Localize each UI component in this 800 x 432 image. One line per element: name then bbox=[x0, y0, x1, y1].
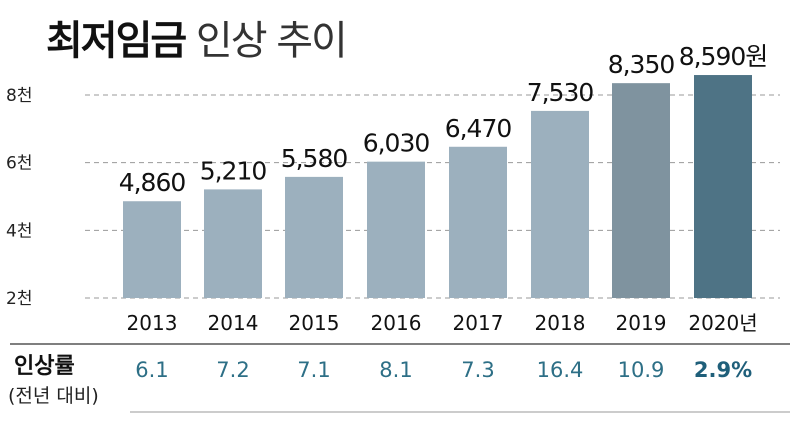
x-tick-label: 2020년 bbox=[688, 311, 757, 335]
bar bbox=[123, 201, 181, 298]
bar-value-label: 5,210 bbox=[200, 156, 267, 185]
x-tick-label: 2013 bbox=[127, 311, 178, 335]
rate-value-label: 2.9% bbox=[694, 358, 752, 382]
rate-value-label: 7.3 bbox=[461, 358, 494, 382]
bar-value-label: 4,860 bbox=[119, 168, 186, 197]
rate-row-subtitle: (전년 대비) bbox=[8, 385, 99, 407]
bar-value-label: 8,590원 bbox=[679, 42, 768, 71]
rate-value-label: 6.1 bbox=[135, 358, 168, 382]
bar bbox=[449, 146, 507, 298]
bar-value-label: 7,530 bbox=[527, 78, 594, 107]
rate-value-label: 16.4 bbox=[537, 358, 584, 382]
y-tick-label: 4천 bbox=[6, 221, 32, 241]
bar-value-label: 6,470 bbox=[445, 114, 512, 143]
bar bbox=[285, 176, 343, 298]
bar bbox=[204, 189, 262, 298]
y-tick-label: 8천 bbox=[6, 86, 32, 106]
bar bbox=[612, 83, 670, 299]
x-tick-label: 2019 bbox=[616, 311, 667, 335]
x-tick-label: 2017 bbox=[453, 311, 504, 335]
x-tick-label: 2018 bbox=[535, 311, 586, 335]
y-tick-label: 2천 bbox=[6, 289, 32, 309]
bar bbox=[367, 161, 425, 298]
title-bold: 최저임금 bbox=[46, 18, 187, 64]
x-tick-label: 2015 bbox=[289, 311, 340, 335]
bar-value-label: 6,030 bbox=[363, 129, 430, 158]
bar-value-label: 5,580 bbox=[281, 144, 348, 173]
rate-row-title: 인상률 bbox=[14, 354, 75, 379]
rate-value-label: 8.1 bbox=[379, 358, 412, 382]
rate-value-label: 7.1 bbox=[297, 358, 330, 382]
rate-value-label: 7.2 bbox=[216, 358, 249, 382]
x-tick-label: 2016 bbox=[371, 311, 422, 335]
rate-value-label: 10.9 bbox=[618, 358, 665, 382]
y-tick-label: 6천 bbox=[6, 154, 32, 174]
x-tick-label: 2014 bbox=[208, 311, 259, 335]
bar bbox=[531, 110, 589, 298]
bar-value-label: 8,350 bbox=[608, 50, 675, 79]
chart-title: 최저임금 인상 추이 bbox=[46, 8, 348, 66]
title-light: 인상 추이 bbox=[195, 18, 348, 64]
bar bbox=[694, 75, 752, 298]
